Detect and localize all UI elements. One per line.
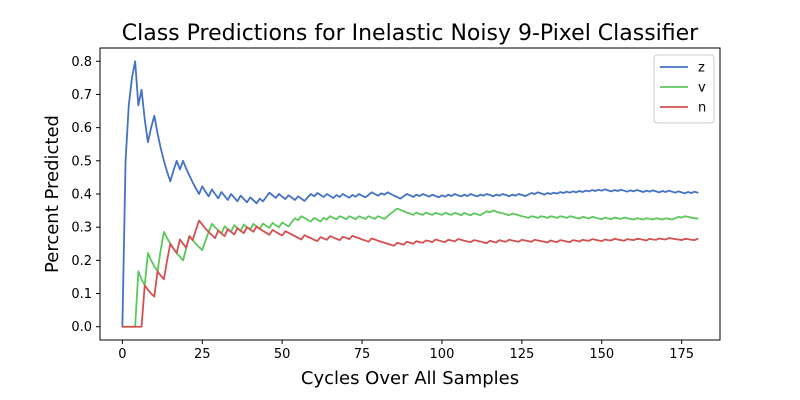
legend-items: zvn	[660, 61, 706, 116]
plot-area: 0 25 50 75 100 125 150 175 0.00.10.20.30.40.50.…	[71, 47, 721, 362]
x-axis-label: Cycles Over All Samples	[301, 368, 519, 389]
y-tick-label: 0.8	[71, 55, 92, 70]
y-axis: 0.0 0.1 0.2 0.3 0.4 0.5 0.6 0.7 0.8	[71, 55, 100, 335]
y-tick-label: 0.1	[71, 287, 92, 302]
x-tick-label: 125	[509, 347, 534, 362]
legend-label-z: z	[698, 61, 705, 76]
x-tick-label: 150	[589, 347, 614, 362]
series-lines	[121, 60, 699, 328]
y-axis-label: Percent Predicted	[42, 115, 63, 273]
legend-box	[653, 54, 715, 124]
x-axis: 0 25 50 75 100 125 150 175	[118, 340, 694, 362]
y-tick-label: 0.5	[71, 154, 92, 169]
x-tick-label: 75	[354, 347, 371, 362]
y-tick-label: 0.4	[71, 188, 92, 203]
y-tick-label: 0.3	[71, 221, 92, 236]
x-tick-label: 0	[118, 347, 126, 362]
x-tick-label: 25	[194, 347, 211, 362]
series-line-n	[121, 219, 699, 328]
legend-label-v: v	[698, 81, 706, 96]
x-tick-label: 175	[669, 347, 694, 362]
legend: zvn	[653, 54, 715, 124]
y-tick-label: 0.6	[71, 121, 92, 136]
legend-label-n: n	[698, 101, 706, 116]
x-tick-label: 50	[274, 347, 291, 362]
y-tick-label: 0.7	[71, 88, 92, 103]
chart-title: Class Predictions for Inelastic Noisy 9-…	[122, 21, 699, 46]
y-tick-label: 0.2	[71, 254, 92, 269]
y-tick-label: 0.0	[71, 320, 92, 335]
x-tick-label: 100	[430, 347, 455, 362]
series-line-z	[121, 60, 699, 328]
